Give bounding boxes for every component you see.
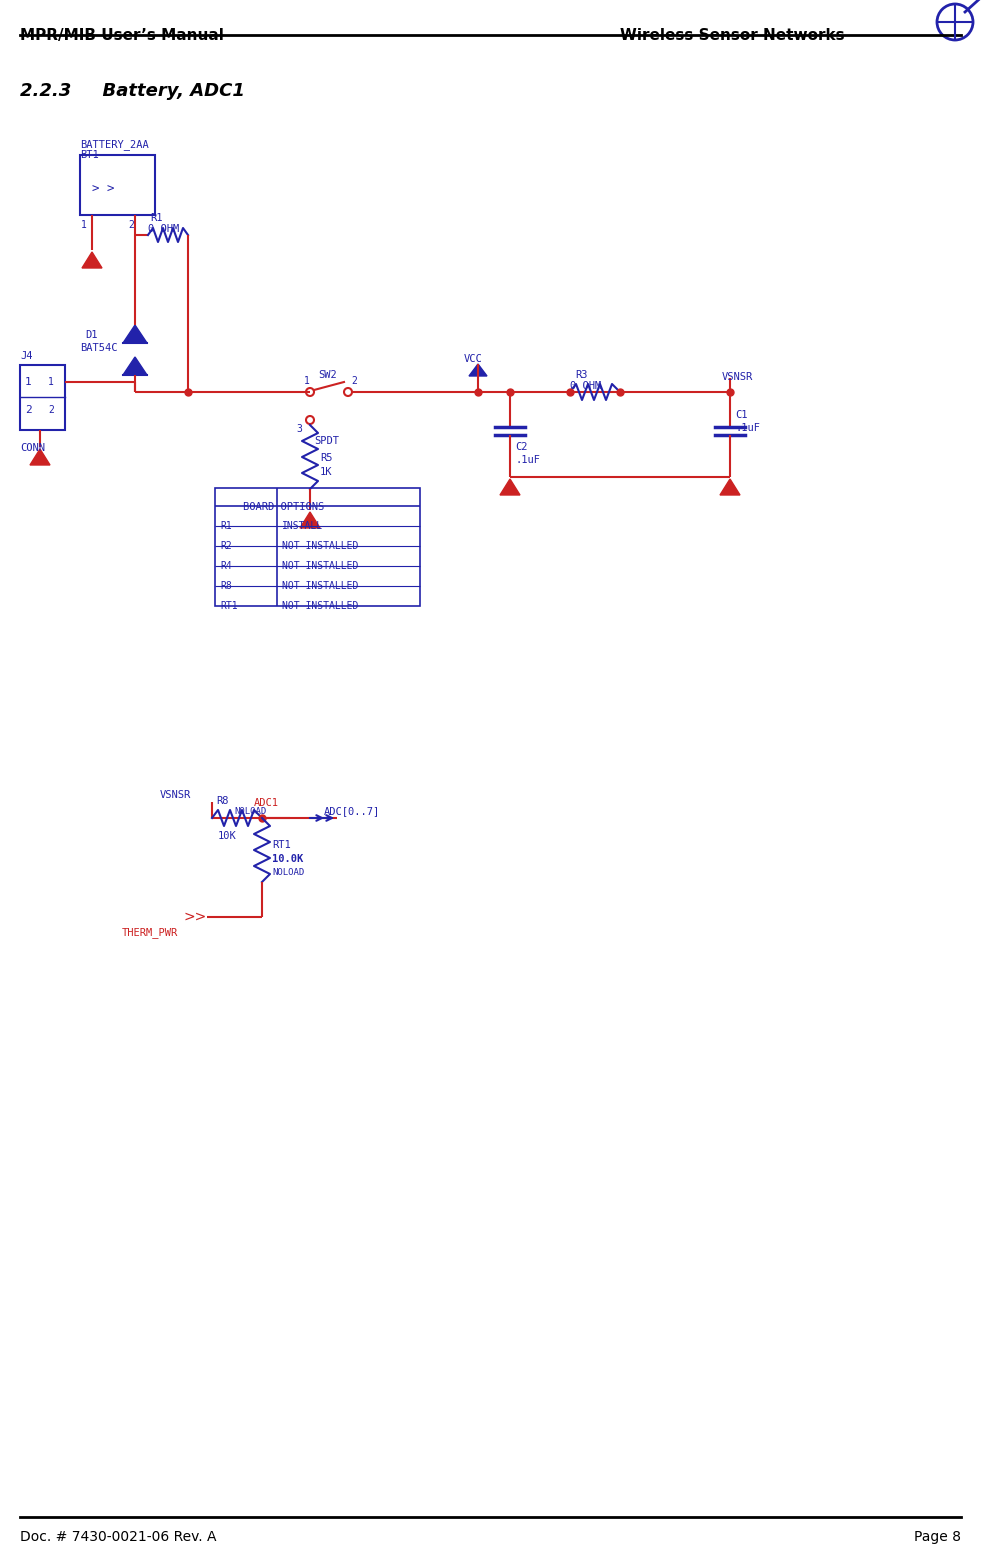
Text: 1: 1 <box>304 376 310 387</box>
Text: R5: R5 <box>320 453 333 463</box>
Text: Page 8: Page 8 <box>914 1530 961 1544</box>
Bar <box>215 488 420 606</box>
Text: NOT INSTALLED: NOT INSTALLED <box>282 540 358 551</box>
Text: BATTERY_2AA: BATTERY_2AA <box>80 140 149 151</box>
Text: BAT54C: BAT54C <box>80 343 118 353</box>
Text: C2: C2 <box>515 443 528 452</box>
Text: .1uF: .1uF <box>735 422 760 433</box>
Text: SPDT: SPDT <box>314 436 339 446</box>
Polygon shape <box>300 512 320 528</box>
Text: VSNSR: VSNSR <box>160 790 191 800</box>
Text: R8: R8 <box>220 581 232 592</box>
Polygon shape <box>500 478 520 495</box>
Text: NOLOAD: NOLOAD <box>234 808 266 815</box>
Text: ADC[0..7]: ADC[0..7] <box>324 806 381 815</box>
Text: 10K: 10K <box>218 831 236 842</box>
Polygon shape <box>123 357 147 374</box>
Polygon shape <box>720 478 740 495</box>
Text: Wireless Sensor Networks: Wireless Sensor Networks <box>620 28 845 43</box>
Text: R4: R4 <box>220 561 232 572</box>
Text: MPR/MIB User’s Manual: MPR/MIB User’s Manual <box>20 28 224 43</box>
Text: 2: 2 <box>48 405 54 415</box>
Text: >>: >> <box>183 910 207 924</box>
Text: 2: 2 <box>25 405 31 415</box>
Text: 0 OHM: 0 OHM <box>148 224 180 235</box>
Text: NOT INSTALLED: NOT INSTALLED <box>282 581 358 592</box>
Text: R1: R1 <box>150 213 163 224</box>
Text: SW2: SW2 <box>318 370 336 380</box>
Text: 1: 1 <box>25 377 31 387</box>
Text: 2.2.3     Battery, ADC1: 2.2.3 Battery, ADC1 <box>20 82 245 99</box>
Text: > >: > > <box>92 182 115 194</box>
Text: ADC1: ADC1 <box>254 798 279 808</box>
Text: .1uF: .1uF <box>515 455 540 464</box>
Text: 2: 2 <box>128 221 133 230</box>
Text: R1: R1 <box>220 520 232 531</box>
Bar <box>20 365 65 430</box>
Text: THERM_PWR: THERM_PWR <box>122 927 179 938</box>
Text: Doc. # 7430-0021-06 Rev. A: Doc. # 7430-0021-06 Rev. A <box>20 1530 217 1544</box>
Text: VSNSR: VSNSR <box>722 373 753 382</box>
Text: 1K: 1K <box>320 467 333 477</box>
Text: CONN: CONN <box>20 443 45 453</box>
Text: BOARD OPTIONS: BOARD OPTIONS <box>243 502 325 512</box>
Text: R2: R2 <box>220 540 232 551</box>
Text: RT1: RT1 <box>272 840 290 849</box>
Polygon shape <box>30 449 50 464</box>
Text: 3: 3 <box>296 424 302 433</box>
Bar <box>80 155 155 214</box>
Text: J4: J4 <box>20 351 32 360</box>
Text: C1: C1 <box>735 410 748 419</box>
Text: 10.0K: 10.0K <box>272 854 303 863</box>
Text: 1: 1 <box>48 377 54 387</box>
Text: 1: 1 <box>81 221 87 230</box>
Polygon shape <box>82 252 102 269</box>
Text: NOLOAD: NOLOAD <box>272 868 304 877</box>
Text: RT1: RT1 <box>220 601 237 610</box>
Text: D1: D1 <box>85 329 97 340</box>
Text: 0 OHM: 0 OHM <box>570 380 601 391</box>
Text: R8: R8 <box>216 797 229 806</box>
Polygon shape <box>469 363 487 376</box>
Text: VCC: VCC <box>464 354 483 363</box>
Text: R3: R3 <box>575 370 588 380</box>
Text: 2: 2 <box>351 376 357 387</box>
Text: NOT INSTALLED: NOT INSTALLED <box>282 561 358 572</box>
Text: INSTALL: INSTALL <box>282 520 323 531</box>
Polygon shape <box>123 325 147 343</box>
Text: BT1: BT1 <box>80 151 99 160</box>
Text: NOT INSTALLED: NOT INSTALLED <box>282 601 358 610</box>
